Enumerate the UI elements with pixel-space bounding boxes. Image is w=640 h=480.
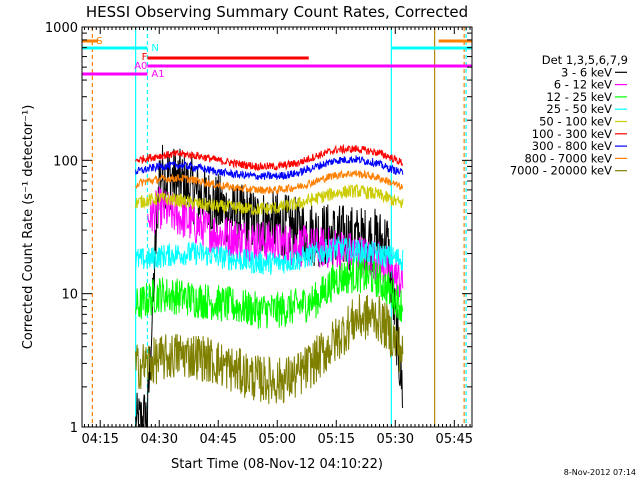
generation-timestamp: 8-Nov-2012 07:14 [564, 468, 636, 477]
x-tick-label-4: 05:15 [318, 432, 355, 447]
y-tick-label-1: 10 [61, 288, 78, 303]
y-tick-label-3: 1000 [45, 21, 78, 36]
legend-label-2: 12 - 25 keV [546, 90, 612, 104]
flag-label-A1: A1 [151, 69, 164, 80]
flag-label-N: N [151, 43, 158, 54]
legend-label-1: 6 - 12 keV [554, 78, 612, 92]
legend-label-0: 3 - 6 keV [561, 65, 612, 79]
legend-label-5: 100 - 300 keV [532, 127, 612, 141]
legend-label-4: 50 - 100 keV [539, 115, 612, 129]
flag-label-A0: A0 [134, 61, 147, 72]
series-line-4 [135, 183, 404, 216]
y-tick-label-2: 100 [53, 154, 78, 169]
series-line-7 [135, 169, 404, 195]
series-line-3 [135, 236, 404, 275]
series-line-2 [135, 256, 404, 329]
y-tick-label-0: 1 [70, 421, 78, 436]
series-line-5 [135, 143, 404, 172]
y-axis-label: Corrected Count Rate (s⁻¹ detector⁻¹) [21, 105, 36, 350]
legend-label-6: 300 - 800 keV [532, 139, 612, 153]
chart-title: HESSI Observing Summary Count Rates, Cor… [86, 3, 468, 21]
legend-title: Det 1,3,5,6,7,9 [542, 53, 628, 67]
x-tick-label-3: 05:00 [259, 432, 296, 447]
flag-label-F: F [142, 52, 148, 63]
flag-label-S: S [96, 36, 102, 47]
legend-label-7: 800 - 7000 keV [524, 151, 612, 165]
legend-label-3: 25 - 50 keV [546, 102, 612, 116]
series-line-8 [135, 294, 404, 405]
legend-label-8: 7000 - 20000 keV [510, 164, 612, 178]
x-tick-label-5: 05:30 [377, 432, 414, 447]
series-line-6 [135, 155, 404, 181]
x-tick-label-1: 04:30 [141, 432, 178, 447]
x-tick-label-2: 04:45 [200, 432, 237, 447]
x-tick-label-0: 04:15 [81, 432, 118, 447]
x-tick-label-6: 05:45 [436, 432, 473, 447]
series-line-0 [135, 144, 404, 429]
x-axis-label: Start Time (08-Nov-12 04:10:22) [171, 457, 383, 472]
